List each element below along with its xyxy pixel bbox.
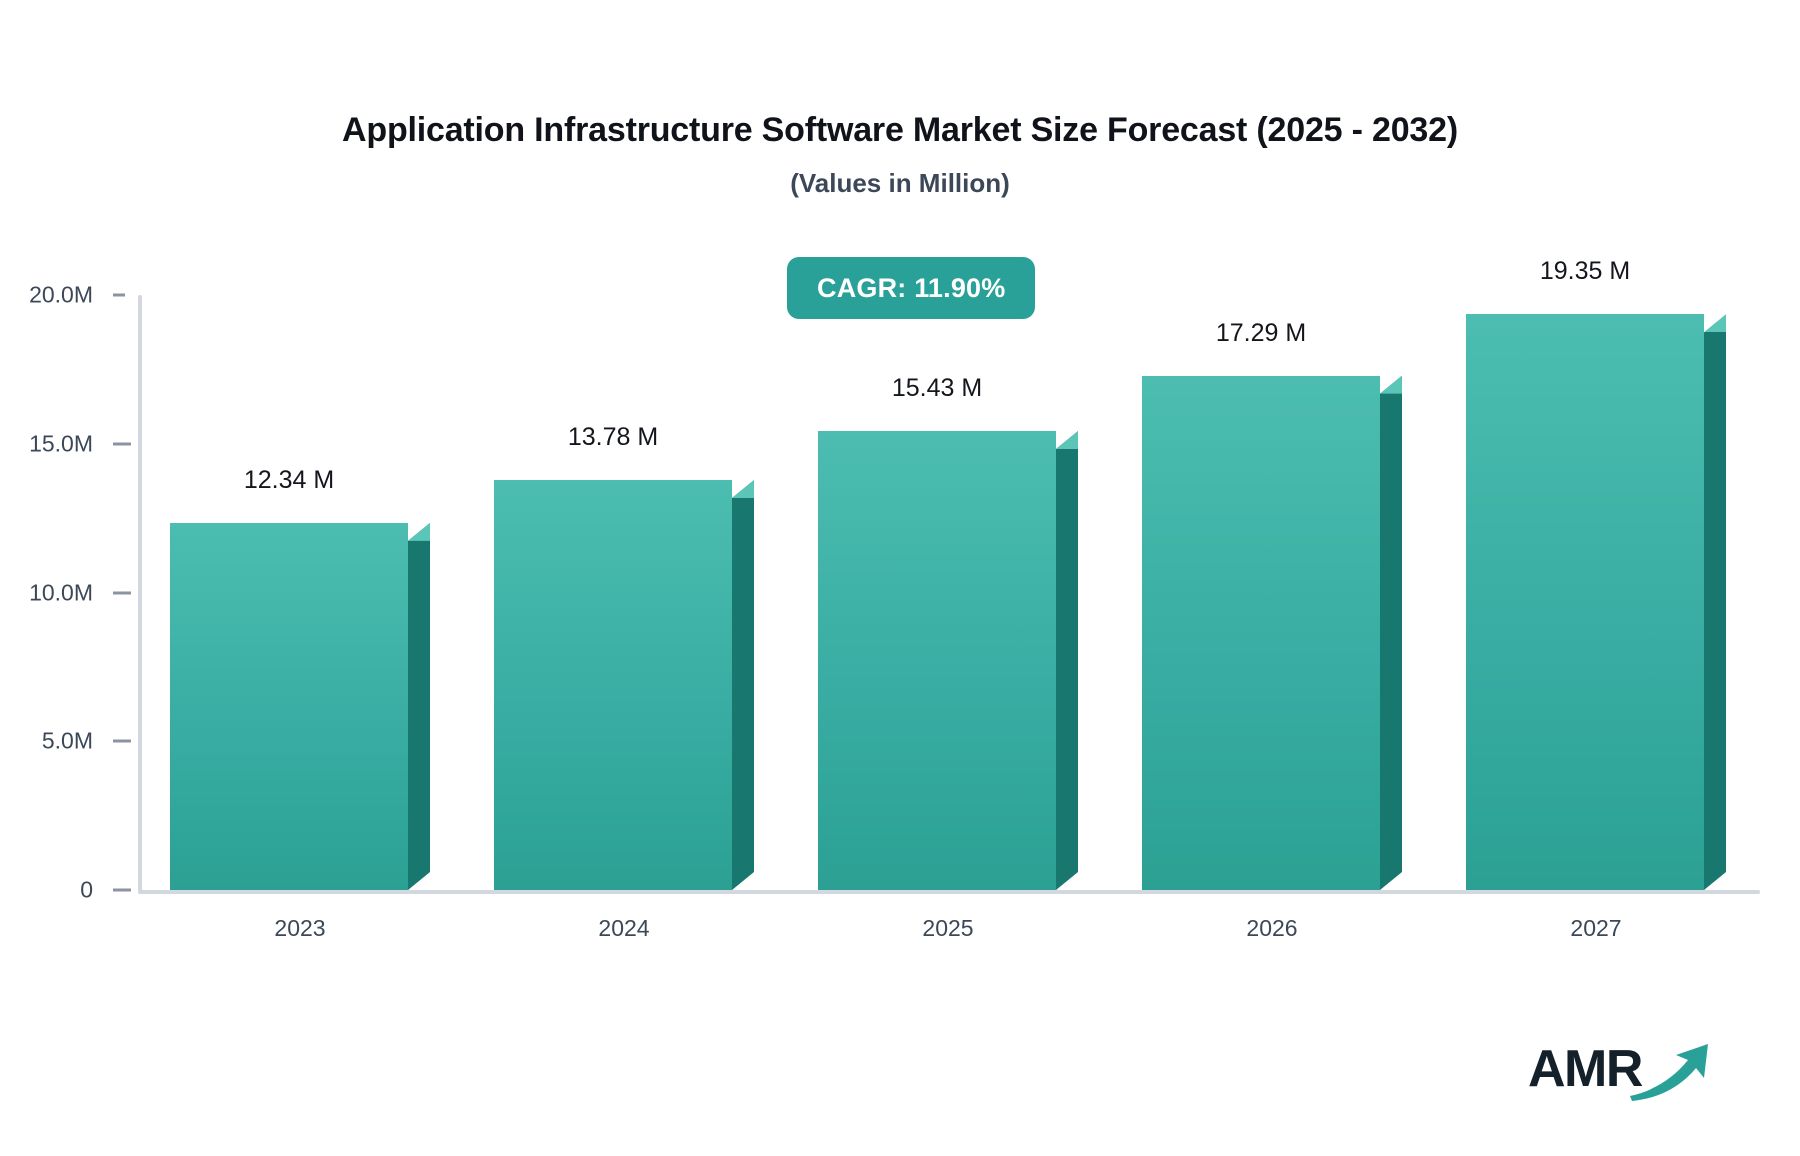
page-title: Application Infrastructure Software Mark… xyxy=(342,111,1458,149)
bar-2027[interactable]: 19.35 M xyxy=(1466,257,1726,890)
bar-value-label: 13.78 M xyxy=(567,423,659,452)
bar-front-face xyxy=(170,522,408,890)
bar-front-face xyxy=(494,480,732,890)
y-axis-tick-mark xyxy=(113,293,125,297)
bar-side-face xyxy=(1704,314,1726,890)
y-axis-tick-label: 5.0M xyxy=(41,727,93,754)
bar-front-face xyxy=(818,430,1056,890)
x-axis-tick-label: 2027 xyxy=(1570,915,1622,941)
bar-top-face xyxy=(1380,375,1402,394)
bar-top-face xyxy=(732,480,754,499)
bar-2026[interactable]: 17.29 M xyxy=(1142,319,1402,890)
plot-area: 12.34 M 13.78 M 15.43 M 17.29 M 19.35 M xyxy=(138,257,1758,890)
bar-value-label: 15.43 M xyxy=(891,373,983,402)
y-axis-tick-label: 10.0M xyxy=(29,579,93,605)
bar-side-face xyxy=(1056,431,1078,890)
title-block: Application Infrastructure Software Mark… xyxy=(0,110,1800,199)
bar-value-label: 12.34 M xyxy=(243,465,335,494)
y-axis-tick-label: 0 xyxy=(80,876,93,903)
bar-2025[interactable]: 15.43 M xyxy=(818,374,1078,890)
bar-front-face xyxy=(1466,314,1704,890)
y-axis-tick-label: 20.0M xyxy=(29,281,93,308)
bar-value-label: 17.29 M xyxy=(1215,318,1307,347)
amr-logo: AMR xyxy=(1528,1030,1714,1107)
y-axis-tick-mark xyxy=(113,739,131,743)
bar-2024[interactable]: 13.78 M xyxy=(494,423,754,890)
y-axis-tick-mark xyxy=(113,442,131,446)
x-axis-line xyxy=(138,890,1760,894)
cagr-badge: CAGR: 11.90% xyxy=(787,257,1036,319)
bar-value-label: 19.35 M xyxy=(1539,257,1631,286)
y-axis-tick-mark xyxy=(113,888,131,892)
bar-top-face xyxy=(1704,314,1726,333)
x-axis-tick-label: 2023 xyxy=(274,915,326,941)
bar-side-face xyxy=(732,480,754,890)
bar-top-face xyxy=(1056,430,1078,449)
y-axis-tick-mark xyxy=(113,591,131,594)
bar-side-face xyxy=(1380,376,1402,890)
y-axis-tick-label: 15.0M xyxy=(29,430,93,457)
chart-subtitle: (Values in Million) xyxy=(790,167,1010,198)
x-axis-tick-label: 2024 xyxy=(598,915,650,941)
x-axis-tick-label: 2026 xyxy=(1246,915,1298,941)
bar-top-face xyxy=(408,522,430,541)
y-axis-spine xyxy=(138,295,142,892)
x-axis-tick-label: 2025 xyxy=(922,915,974,941)
growth-arrow-icon xyxy=(1628,1040,1714,1107)
bar-side-face xyxy=(408,523,430,890)
logo-text: AMR xyxy=(1528,1039,1643,1098)
bar-front-face xyxy=(1142,375,1380,890)
bar-2023[interactable]: 12.34 M xyxy=(170,466,430,890)
